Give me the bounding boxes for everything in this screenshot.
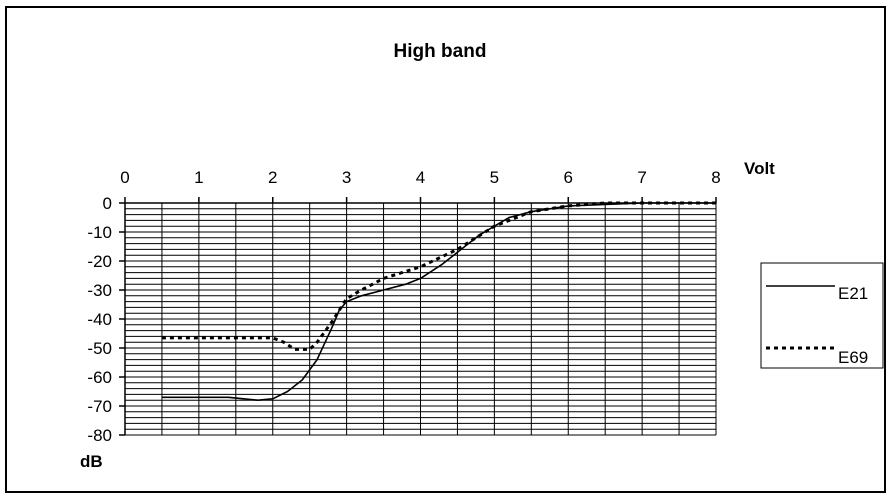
x-tick-label: 7 (637, 168, 646, 187)
y-tick-label: -60 (87, 368, 112, 387)
x-axis-label: Volt (744, 159, 775, 178)
y-tick-label: -40 (87, 310, 112, 329)
legend: E21 E69 (760, 262, 884, 369)
y-tick-label: 0 (103, 194, 112, 213)
series-lines (161, 201, 716, 401)
x-tick-label: 0 (120, 168, 129, 187)
x-tick-label: 3 (342, 168, 351, 187)
chart-title: High band (394, 41, 487, 62)
x-tick-label: 5 (490, 168, 499, 187)
x-tick-label: 2 (268, 168, 277, 187)
x-tick-label: 4 (416, 168, 425, 187)
y-tick-label: -30 (87, 281, 112, 300)
y-axis-label: dB (80, 452, 103, 471)
y-tick-label: -70 (87, 397, 112, 416)
x-tick-label: 1 (194, 168, 203, 187)
y-tick-label: -80 (87, 426, 112, 445)
x-tick-label: 8 (711, 168, 720, 187)
series-line-e69 (161, 201, 716, 351)
y-tick-label: -10 (87, 223, 112, 242)
grid (124, 202, 717, 436)
legend-label-e21: E21 (838, 284, 868, 303)
y-tick-labels: 0 -10 -20 -30 -40 -50 -60 -70 -80 (87, 194, 112, 445)
legend-box (760, 262, 884, 369)
y-tick-label: -50 (87, 339, 112, 358)
x-tick-label: 6 (564, 168, 573, 187)
x-tick-labels: 0 1 2 3 4 5 6 7 8 (120, 168, 720, 187)
y-tick-label: -20 (87, 252, 112, 271)
legend-label-e69: E69 (838, 348, 868, 367)
